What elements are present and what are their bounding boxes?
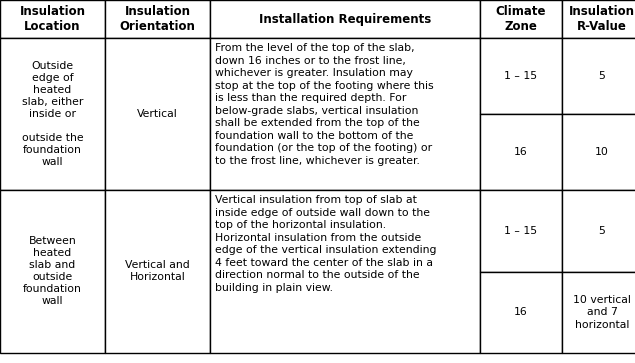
- Text: Insulation
Orientation: Insulation Orientation: [119, 5, 196, 33]
- Text: 1 – 15: 1 – 15: [504, 71, 538, 81]
- Bar: [562, 114, 635, 190]
- Bar: [210, 190, 480, 353]
- Text: Between
heated
slab and
outside
foundation
wall: Between heated slab and outside foundati…: [23, 237, 82, 306]
- Bar: [562, 272, 635, 353]
- Bar: [105, 38, 210, 190]
- Text: Insulation
R-Value: Insulation R-Value: [569, 5, 635, 33]
- Text: 16: 16: [514, 307, 528, 317]
- Bar: [0, 190, 105, 353]
- Text: Outside
edge of
heated
slab, either
inside or

outside the
foundation
wall: Outside edge of heated slab, either insi…: [22, 61, 83, 167]
- Text: Vertical and
Horizontal: Vertical and Horizontal: [125, 261, 190, 282]
- Bar: [562, 190, 635, 272]
- Bar: [210, 38, 480, 190]
- Bar: [105, 0, 210, 38]
- Text: Vertical: Vertical: [137, 109, 178, 119]
- Bar: [562, 0, 635, 38]
- Bar: [480, 114, 562, 190]
- Bar: [562, 38, 635, 114]
- Bar: [105, 190, 210, 353]
- Bar: [210, 0, 480, 38]
- Text: 5: 5: [599, 226, 605, 236]
- Text: 1 – 15: 1 – 15: [504, 226, 538, 236]
- Bar: [480, 272, 562, 353]
- Bar: [480, 190, 562, 272]
- Text: 5: 5: [599, 71, 605, 81]
- Text: Climate
Zone: Climate Zone: [496, 5, 546, 33]
- Bar: [480, 0, 562, 38]
- Bar: [480, 38, 562, 114]
- Text: 10: 10: [595, 147, 609, 157]
- Bar: [0, 38, 105, 190]
- Text: From the level of the top of the slab,
down 16 inches or to the frost line,
whic: From the level of the top of the slab, d…: [215, 43, 434, 166]
- Text: 16: 16: [514, 147, 528, 157]
- Text: Installation Requirements: Installation Requirements: [259, 12, 431, 25]
- Text: Insulation
Location: Insulation Location: [20, 5, 86, 33]
- Text: Vertical insulation from top of slab at
inside edge of outside wall down to the
: Vertical insulation from top of slab at …: [215, 195, 436, 293]
- Text: 10 vertical
and 7
horizontal: 10 vertical and 7 horizontal: [573, 295, 631, 330]
- Bar: [0, 0, 105, 38]
